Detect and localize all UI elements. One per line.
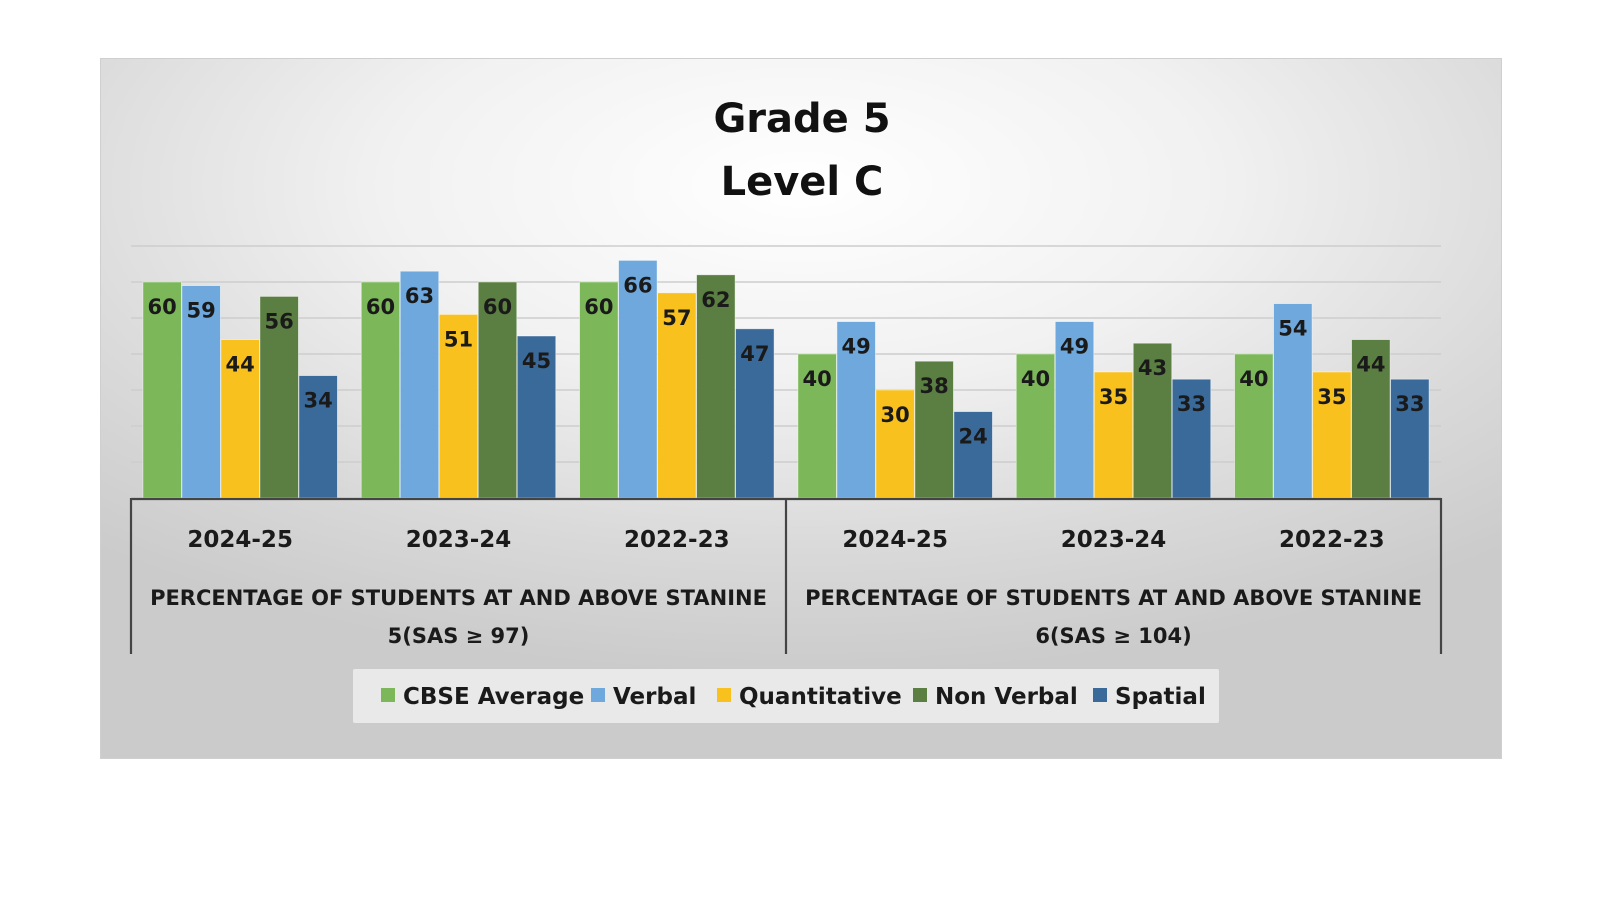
bar-verbal-3 [836,321,876,499]
category-label-1-0: 2024-25 [842,527,948,553]
bar-verbal-0 [181,285,221,499]
legend-swatch-cbse-average [381,688,395,702]
data-label-verbal-3: 49 [842,335,871,359]
bar-quantitative-4 [1093,371,1134,499]
category-label-1-1: 2023-24 [1061,527,1167,553]
data-label-quantitative-2: 57 [662,306,691,330]
legend-swatch-spatial [1093,688,1107,702]
data-label-non-verbal-1: 60 [483,295,512,319]
category-axis: 2024-25 2023-24 2022-23 PERCENTAGE OF STUDE… [129,497,1443,654]
bar-verbal-1 [399,270,440,499]
chart-title: Grade 5 Level C [713,96,890,205]
group-label-0-line-1: 5(SAS ≥ 97) [388,624,530,648]
data-label-verbal-1: 63 [405,284,434,308]
legend-label-verbal: Verbal [613,684,696,710]
bar-non-verbal-1 [477,281,518,499]
data-label-non-verbal-5: 44 [1356,353,1385,377]
legend-label-non-verbal: Non Verbal [935,684,1078,710]
data-label-cbse-average-4: 40 [1021,367,1050,391]
bar-non-verbal-3 [914,360,954,499]
bar-quantitative-2 [657,292,697,499]
bars [142,259,1430,499]
legend-label-quantitative: Quantitative [739,684,902,710]
grouped-bar-chart: Grade 5 Level C 60 60 60 40 40 40 59 63 66 49 49 54… [129,96,1443,723]
category-label-0-1: 2023-24 [406,527,512,553]
bar-cbse-average-1 [360,281,401,499]
data-label-cbse-average-3: 40 [803,367,832,391]
legend-box [353,669,1219,723]
bar-quantitative-3 [875,389,915,499]
bar-non-verbal-5 [1351,339,1391,499]
bar-non-verbal-2 [696,274,736,499]
data-label-quantitative-3: 30 [881,403,910,427]
legend-swatch-quantitative [717,688,731,702]
chart-panel: Grade 5 Level C 60 60 60 40 40 40 59 63 66 49 49 54… [100,58,1502,759]
bar-non-verbal-4 [1132,342,1173,499]
bar-spatial-5 [1390,378,1430,499]
data-label-quantitative-1: 51 [444,327,473,351]
category-label-0-2: 2022-23 [624,527,730,553]
data-label-non-verbal-4: 43 [1138,356,1167,380]
data-label-cbse-average-0: 60 [148,295,177,319]
category-label-1-2: 2022-23 [1279,527,1385,553]
data-label-non-verbal-0: 56 [265,309,294,333]
data-label-quantitative-4: 35 [1099,385,1128,409]
data-label-verbal-0: 59 [187,299,216,323]
bar-verbal-4 [1054,321,1095,499]
data-label-spatial-3: 24 [959,425,988,449]
bar-cbse-average-3 [797,353,837,499]
data-label-cbse-average-5: 40 [1239,367,1268,391]
chart-title-line-1: Grade 5 [713,96,890,142]
data-label-spatial-0: 34 [304,389,333,413]
chart-title-line-2: Level C [721,159,884,205]
group-label-1-line-0: PERCENTAGE OF STUDENTS AT AND ABOVE STAN… [805,586,1422,610]
data-label-quantitative-5: 35 [1317,385,1346,409]
data-label-quantitative-0: 44 [226,353,255,377]
data-label-verbal-4: 49 [1060,335,1089,359]
data-label-spatial-2: 47 [740,342,769,366]
bar-non-verbal-0 [259,295,299,499]
gridlines [131,245,1441,463]
group-label-1-line-1: 6(SAS ≥ 104) [1035,624,1191,648]
legend-swatch-verbal [591,688,605,702]
bar-quantitative-0 [220,339,260,499]
legend-swatch-non-verbal [913,688,927,702]
legend-label-cbse-average: CBSE Average [403,684,584,710]
bar-spatial-3 [953,411,993,499]
data-label-verbal-2: 66 [623,273,652,297]
data-label-spatial-1: 45 [522,349,551,373]
bar-cbse-average-4 [1015,353,1056,499]
data-labels: 60 60 60 40 40 40 59 63 66 49 49 54 44 51 57 30 35 35 56 60… [148,273,1425,448]
group-label-0-line-0: PERCENTAGE OF STUDENTS AT AND ABOVE STAN… [150,586,767,610]
bar-cbse-average-2 [579,281,619,499]
legend: CBSE Average Verbal Quantitative Non Verbal… [353,669,1219,723]
legend-label-spatial: Spatial [1115,684,1206,710]
data-label-cbse-average-2: 60 [584,295,613,319]
bar-spatial-2 [735,328,775,499]
bar-quantitative-5 [1312,371,1352,499]
bar-verbal-5 [1273,303,1313,499]
data-label-non-verbal-2: 62 [701,288,730,312]
data-label-non-verbal-3: 38 [920,374,949,398]
bar-quantitative-1 [438,313,479,499]
data-label-cbse-average-1: 60 [366,295,395,319]
data-label-spatial-5: 33 [1395,392,1424,416]
data-label-verbal-5: 54 [1278,317,1307,341]
bar-cbse-average-5 [1234,353,1274,499]
category-label-0-0: 2024-25 [187,527,293,553]
data-label-spatial-4: 33 [1177,392,1206,416]
